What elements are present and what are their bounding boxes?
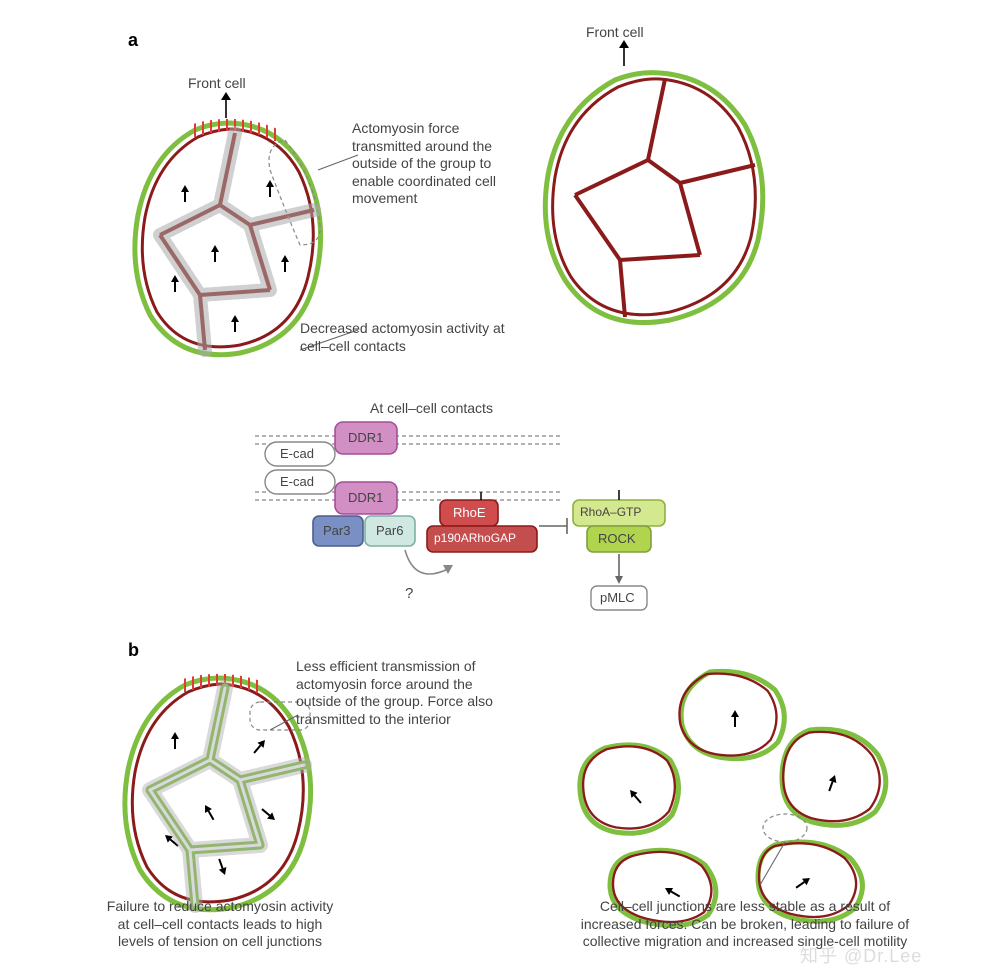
ddr1a-label: DDR1 [348,430,383,446]
rock-label: ROCK [598,531,636,547]
pathway-diagram [255,418,735,618]
annotation-failure: Failure to reduce actomyosin activity at… [105,898,335,951]
cluster-a-right [530,65,780,335]
rhoagtp-label: RhoA–GTP [580,505,641,520]
par6-label: Par6 [376,523,403,539]
ddr1b-label: DDR1 [348,490,383,506]
rhoe-label: RhoE [453,505,486,521]
pmlc-label: pMLC [600,590,635,606]
cluster-b-right [560,660,920,930]
front-cell-left-label: Front cell [188,75,246,93]
front-cell-right-label: Front cell [586,24,644,42]
annotation-force: Actomyosin force transmitted around the … [352,120,502,208]
ecad1-label: E-cad [280,446,314,462]
p190-label: p190ARhoGAP [434,531,516,546]
annotation-less: Less efficient transmission of actomyosi… [296,658,506,728]
watermark: 知乎 @Dr.Lee [800,942,922,968]
pathway-title: At cell–cell contacts [370,400,493,418]
par3-label: Par3 [323,523,350,539]
ecad2-label: E-cad [280,474,314,490]
question-label: ? [405,585,413,604]
panel-a-label: a [128,30,138,51]
annotation-decreased: Decreased actomyosin activity at cell–ce… [300,320,510,355]
panel-b-label: b [128,640,139,661]
front-arrow-right [616,40,632,68]
